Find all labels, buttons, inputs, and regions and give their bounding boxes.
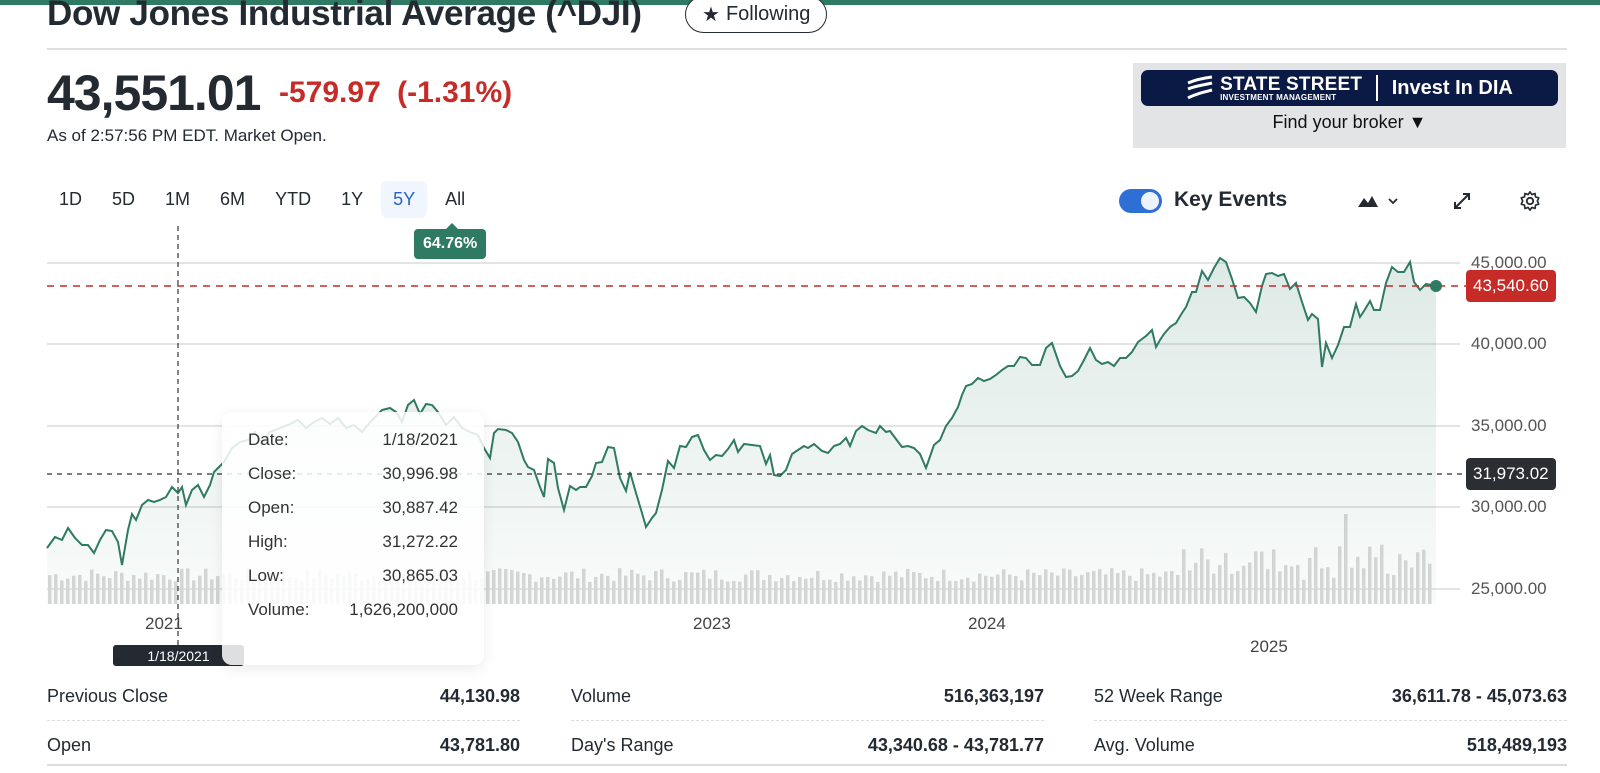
stat-volume: Volume 516,363,197: [571, 672, 1044, 721]
star-icon: ★: [702, 4, 720, 26]
tooltip-row-date: Date: 1/18/2021: [248, 430, 458, 464]
stat-value: 44,130.98: [439, 685, 520, 706]
expand-icon: [1454, 193, 1470, 209]
range-tabs: 1D 5D 1M 6M YTD 1Y 5Y All: [47, 181, 483, 218]
range-tab-ytd[interactable]: YTD: [275, 189, 312, 209]
expand-button[interactable]: [1447, 186, 1477, 216]
current-price-dot: [1430, 280, 1442, 292]
stats-divider: [47, 764, 1567, 766]
tooltip-label: High:: [248, 532, 288, 551]
stat-avg-volume: Avg. Volume 518,489,193: [1094, 721, 1567, 770]
tooltip-label: Open:: [248, 498, 295, 517]
range-tab-6m[interactable]: 6M: [220, 189, 246, 209]
tooltip-row-volume: Volume: 1,626,200,000: [248, 600, 458, 634]
stat-days-range: Day's Range 43,340.68 - 43,781.77: [571, 721, 1044, 770]
price-change-percent: (-1.31%): [397, 76, 513, 109]
stat-value: 516,363,197: [943, 685, 1044, 706]
ad-banner[interactable]: STATE STREET INVESTMENT MANAGEMENT Inves…: [1141, 70, 1558, 106]
state-street-ad[interactable]: STATE STREET INVESTMENT MANAGEMENT Inves…: [1133, 63, 1566, 148]
crosshair-date-tag: 1/18/2021: [113, 645, 244, 666]
stat-value: 43,781.80: [439, 735, 520, 755]
mountain-chart-icon: [1358, 196, 1378, 207]
following-button[interactable]: ★ Following: [685, 0, 828, 33]
state-street-logo-icon: [1187, 75, 1213, 100]
stat-label: Day's Range: [571, 735, 674, 755]
tooltip-value: 30,996.98: [382, 464, 458, 483]
stats-column-2: Volume 516,363,197 Day's Range 43,340.68 -…: [571, 672, 1044, 770]
y-tick-45000: 45,000.00: [1471, 253, 1547, 272]
tooltip-label: Date:: [248, 430, 289, 449]
tooltip-row-open: Open: 30,887.42: [248, 498, 458, 532]
range-tab-5d[interactable]: 5D: [112, 189, 136, 209]
tooltip-label: Volume:: [248, 600, 310, 619]
tooltip-value: 31,272.22: [382, 532, 458, 551]
chart-type-dropdown[interactable]: [1354, 186, 1404, 216]
toggle-knob: [1141, 192, 1159, 210]
stat-label: 52 Week Range: [1094, 685, 1223, 706]
tooltip-value: 1,626,200,000: [349, 600, 458, 619]
range-change-badge: 64.76%: [414, 223, 487, 259]
tooltip-label: Close:: [248, 464, 297, 483]
find-broker-dropdown[interactable]: Find your broker ▼: [1133, 112, 1566, 133]
tooltip-value: 30,887.42: [382, 498, 458, 517]
tooltip-row-close: Close: 30,996.98: [248, 464, 458, 498]
tooltip-row-low: Low: 30,865.03: [248, 566, 458, 600]
stat-value: 518,489,193: [1466, 735, 1567, 755]
key-events-toggle[interactable]: [1119, 189, 1162, 213]
current-price: 43,551.01: [47, 65, 261, 121]
stat-label: Volume: [571, 685, 632, 706]
range-tab-1y[interactable]: 1Y: [341, 189, 364, 209]
following-label: Following: [725, 3, 811, 25]
market-status: As of 2:57:56 PM EDT. Market Open.: [47, 126, 327, 145]
price-change-value: -579.97: [279, 76, 381, 109]
y-tick-25000: 25,000.00: [1471, 579, 1547, 598]
caret-down-icon: ▼: [1408, 112, 1427, 132]
page-title: Dow Jones Industrial Average (^DJI): [47, 0, 642, 33]
range-tab-all[interactable]: All: [445, 189, 466, 209]
stat-label: Previous Close: [47, 685, 169, 706]
tooltip-label: Low:: [248, 566, 284, 585]
ad-brand-sub: INVESTMENT MANAGEMENT: [1220, 92, 1337, 102]
chart-tooltip: Date: 1/18/2021 Close: 30,996.98 Open: 30,8…: [222, 412, 484, 665]
stats-column-3: 52 Week Range 36,611.78 - 45,073.63 Avg. …: [1094, 672, 1567, 770]
y-tick-35000: 35,000.00: [1471, 416, 1547, 435]
stat-label: Open: [47, 735, 92, 755]
stat-previous-close: Previous Close 44,130.98: [47, 672, 520, 721]
stat-label: Avg. Volume: [1094, 735, 1195, 755]
x-tick-2024: 2024: [968, 614, 1006, 633]
chart-settings-button[interactable]: [1515, 186, 1545, 216]
tooltip-row-high: High: 31,272.22: [248, 532, 458, 566]
state-street-logo: STATE STREET INVESTMENT MANAGEMENT: [1186, 75, 1362, 102]
tooltip-value: 30,865.03: [382, 566, 458, 585]
y-tick-40000: 40,000.00: [1471, 334, 1547, 353]
price-change: -579.97 (-1.31%): [279, 76, 512, 110]
stat-open: Open 43,781.80: [47, 721, 520, 770]
stat-value: 43,340.68 - 43,781.77: [867, 735, 1044, 755]
header-divider: [47, 48, 1567, 50]
chevron-down-icon: [1388, 198, 1398, 205]
x-tick-2025: 2025: [1250, 637, 1288, 656]
range-tab-1d[interactable]: 1D: [59, 189, 83, 209]
stats-column-1: Previous Close 44,130.98 Open 43,781.80: [47, 672, 520, 770]
stat-value: 36,611.78 - 45,073.63: [1391, 685, 1567, 706]
stat-52-week-range: 52 Week Range 36,611.78 - 45,073.63: [1094, 672, 1567, 721]
y-tick-30000: 30,000.00: [1471, 497, 1547, 516]
current-price-tag: 43,540.60: [1466, 270, 1556, 302]
range-tab-5y[interactable]: 5Y: [381, 181, 428, 218]
crosshair-price-tag: 31,973.02: [1466, 458, 1556, 490]
range-tab-1m[interactable]: 1M: [165, 189, 191, 209]
ad-separator: [1376, 75, 1378, 101]
find-broker-label: Find your broker: [1272, 112, 1404, 132]
x-tick-2021: 2021: [145, 614, 183, 633]
x-tick-2023: 2023: [693, 614, 731, 633]
gear-icon: [1520, 191, 1540, 211]
ad-brand-main: STATE STREET: [1220, 73, 1363, 95]
key-events-label: Key Events: [1174, 188, 1288, 211]
invest-in-dia-link[interactable]: Invest In DIA: [1391, 76, 1513, 99]
tooltip-value: 1/18/2021: [382, 430, 458, 449]
